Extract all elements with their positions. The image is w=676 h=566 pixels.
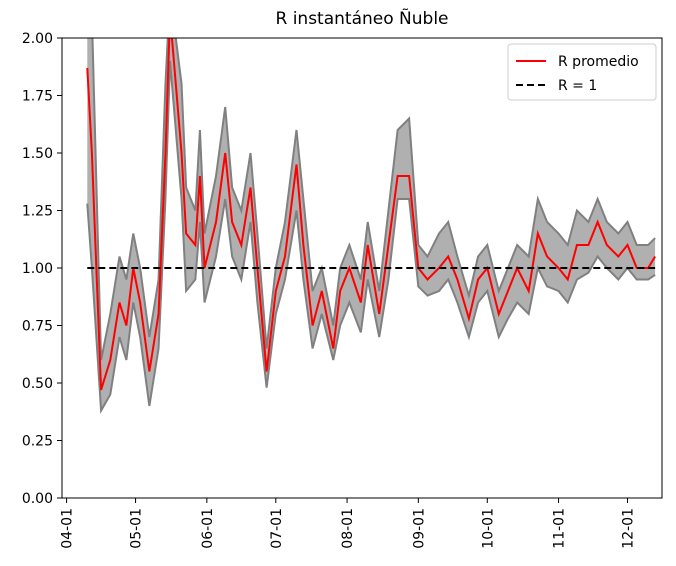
x-tick-label: 10-01 <box>480 508 496 549</box>
y-tick-label: 1.50 <box>22 146 53 162</box>
series-line <box>86 38 656 391</box>
y-tick-label: 0.25 <box>22 434 53 450</box>
x-tick-label: 08-01 <box>340 508 356 549</box>
x-tick-label: 12-01 <box>621 508 637 549</box>
y-tick-label: 2.00 <box>22 31 53 47</box>
y-tick-label: 0.50 <box>22 376 53 392</box>
x-tick-label: 04-01 <box>60 508 76 549</box>
y-tick-label: 1.00 <box>22 261 53 277</box>
y-tick-label: 0.75 <box>22 319 53 335</box>
x-tick-label: 11-01 <box>552 508 568 549</box>
band-upper-edge <box>91 38 656 361</box>
y-tick-label: 1.25 <box>22 204 53 220</box>
plot-area <box>86 38 656 414</box>
x-tick-label: 07-01 <box>269 508 285 549</box>
x-tick-label: 05-01 <box>129 508 145 549</box>
band-lower-edge <box>86 60 656 414</box>
legend-label: R promedio <box>558 54 639 70</box>
y-tick-label: 0.00 <box>22 491 53 507</box>
x-tick-label: 09-01 <box>411 508 427 549</box>
x-tick-label: 06-01 <box>200 508 216 549</box>
legend-label: R = 1 <box>558 78 597 94</box>
y-tick-label: 1.75 <box>22 89 53 105</box>
chart-title: R instantáneo Ñuble <box>275 7 448 29</box>
